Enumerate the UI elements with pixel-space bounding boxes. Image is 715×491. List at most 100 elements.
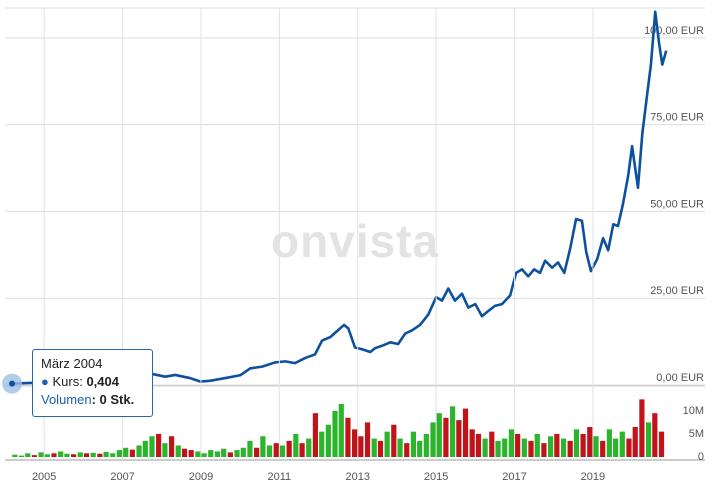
volume-bar <box>254 447 260 457</box>
volume-bar <box>247 440 253 457</box>
x-tick-label: 2009 <box>189 471 213 483</box>
volume-bar <box>299 443 305 457</box>
volume-bar <box>25 453 31 457</box>
volume-bar <box>352 429 358 457</box>
volume-bar <box>44 454 50 457</box>
tooltip-volume-value: : 0 Stk. <box>91 392 135 407</box>
volume-bar <box>508 429 514 457</box>
volume-bar <box>31 455 37 457</box>
volume-bar <box>534 433 540 457</box>
volume-bar <box>371 438 377 457</box>
volume-bar <box>593 436 599 457</box>
volume-bar <box>560 438 567 457</box>
volume-bar <box>319 431 325 457</box>
x-tick-label: 2011 <box>268 471 292 483</box>
volume-bar <box>142 440 148 457</box>
volume-bar <box>136 445 142 457</box>
x-tick-label: 2007 <box>110 471 134 483</box>
volume-bar <box>195 451 201 457</box>
bullet: ● <box>41 374 49 389</box>
volume-bar <box>103 451 109 457</box>
volume-bar <box>227 452 233 457</box>
volume-bar <box>364 422 371 457</box>
volume-bar <box>214 451 221 457</box>
tooltip-price: ● Kurs: 0,404 <box>41 373 144 391</box>
volume-bar <box>587 427 593 457</box>
volume-bar <box>116 450 123 457</box>
volume-bar <box>279 445 286 457</box>
volume-bar <box>554 433 560 457</box>
volume-bar <box>181 448 188 457</box>
volume-bar <box>397 438 403 457</box>
volume-bar <box>110 453 116 457</box>
volume-bar <box>83 453 90 457</box>
y-tick-label: 50,00 EUR <box>650 198 704 210</box>
volume-bar <box>273 443 279 457</box>
volume-bar <box>377 440 384 457</box>
volume-bar <box>306 438 312 457</box>
volume-bar <box>515 433 521 457</box>
volume-bar <box>417 440 423 457</box>
volume-bar <box>600 440 606 457</box>
y-tick-label: 25,00 EUR <box>650 285 704 297</box>
x-tick-label: 2015 <box>424 471 448 483</box>
volume-bar <box>384 431 390 457</box>
volume-bar <box>632 427 638 457</box>
volume-bar <box>580 433 586 457</box>
volume-bar <box>338 403 344 457</box>
volume-bar <box>123 447 129 457</box>
tooltip-volume-label: Volumen <box>41 392 92 407</box>
y-tick-label: 5M <box>689 428 704 440</box>
volume-bar <box>175 445 181 457</box>
price-line <box>12 10 668 385</box>
volume-bar <box>658 431 665 457</box>
volume-bar <box>12 454 18 457</box>
volume-bar <box>38 452 44 457</box>
volume-bar <box>521 438 527 457</box>
y-tick-label: 75,00 EUR <box>650 112 704 124</box>
tooltip-volume: Volumen: 0 Stk. <box>41 391 144 409</box>
volume-bar <box>97 453 103 457</box>
volume-bar <box>240 447 246 457</box>
volume-bar <box>613 438 619 457</box>
volume-bar <box>129 449 135 457</box>
volume-bar <box>325 424 331 457</box>
volume-bar <box>201 453 207 457</box>
volume-bar <box>162 443 168 457</box>
volume-bar <box>567 440 573 457</box>
volume-bar <box>58 451 64 457</box>
x-tick-label: 2005 <box>32 471 56 483</box>
volume-bar <box>462 408 469 457</box>
y-tick-label: 0,00 EUR <box>656 372 704 384</box>
volume-bar <box>51 453 57 457</box>
volume-bar <box>541 443 547 457</box>
volume-bar <box>391 424 397 457</box>
volume-bar <box>502 438 508 457</box>
volume-bar <box>443 417 449 457</box>
x-tick-label: 2013 <box>346 471 370 483</box>
volume-bar <box>293 433 299 457</box>
volume-bar <box>528 440 534 457</box>
volume-bar <box>449 406 456 457</box>
volume-bar <box>652 413 658 457</box>
watermark: onvista <box>271 215 439 267</box>
volume-bar <box>547 436 554 457</box>
volume-bar <box>18 455 25 457</box>
hover-point <box>9 380 16 387</box>
y-tick-label: 10M <box>683 405 704 417</box>
volume-bar <box>312 413 319 457</box>
volume-bar <box>410 431 416 457</box>
volume-bar <box>430 422 436 457</box>
volume-bar <box>345 417 351 457</box>
volume-bar <box>286 440 292 457</box>
tooltip-price-value: 0,404 <box>86 374 119 389</box>
volume-bar <box>469 429 475 457</box>
volume-bar <box>208 450 214 457</box>
volume-bar <box>64 453 70 457</box>
volume-bar <box>645 422 652 457</box>
x-tick-label: 2019 <box>581 471 605 483</box>
volume-bar <box>260 436 266 457</box>
volume-bar <box>639 399 645 457</box>
volume-bar <box>626 438 632 457</box>
